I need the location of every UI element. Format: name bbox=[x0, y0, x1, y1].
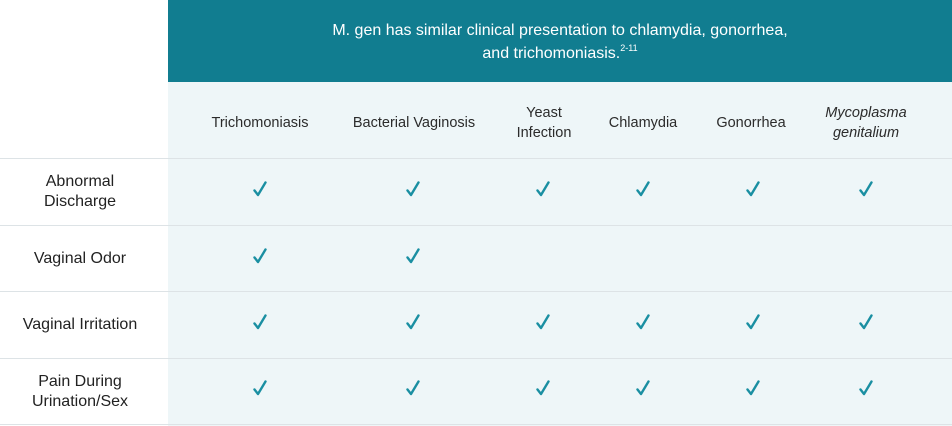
header-banner: M. gen has similar clinical presentation… bbox=[168, 0, 952, 82]
table-panel bbox=[168, 82, 952, 426]
checkmark-icon bbox=[406, 248, 420, 264]
divider-row-1 bbox=[0, 225, 952, 226]
column-header-gonorrhea: Gonorrhea bbox=[716, 115, 786, 131]
checkmark-icon bbox=[636, 314, 650, 330]
checkmark-icon bbox=[536, 380, 550, 396]
checkmark-icon bbox=[636, 181, 650, 197]
column-header-trichomoniasis: Trichomoniasis bbox=[211, 115, 309, 131]
checkmark-icon bbox=[636, 380, 650, 396]
divider-bottom bbox=[0, 424, 952, 425]
checkmark-icon bbox=[253, 380, 267, 396]
divider-header bbox=[0, 158, 952, 159]
divider-row-3 bbox=[0, 358, 952, 359]
checkmark-icon bbox=[406, 181, 420, 197]
checkmark-icon bbox=[859, 314, 873, 330]
checkmark-icon bbox=[746, 380, 760, 396]
row-label-abnormal-discharge: Abnormal Discharge bbox=[43, 173, 117, 210]
column-header-bacterial-vaginosis: Bacterial Vaginosis bbox=[352, 115, 476, 131]
divider-row-2 bbox=[0, 291, 952, 292]
banner-line-1: M. gen has similar clinical presentation… bbox=[332, 22, 788, 39]
checkmark-icon bbox=[253, 314, 267, 330]
checkmark-icon bbox=[859, 380, 873, 396]
checkmark-icon bbox=[536, 314, 550, 330]
checkmark-icon bbox=[746, 181, 760, 197]
banner-line-2: and trichomoniasis.2-11 bbox=[168, 42, 952, 65]
row-label-pain-during-urination-sex: Pain During Urination/Sex bbox=[31, 372, 129, 410]
checkmark-icon bbox=[406, 314, 420, 330]
row-label-vaginal-odor: Vaginal Odor bbox=[33, 249, 127, 267]
column-header-chlamydia: Chlamydia bbox=[608, 115, 678, 131]
checkmark-icon bbox=[859, 181, 873, 197]
checkmark-icon bbox=[253, 248, 267, 264]
checkmark-icon bbox=[406, 380, 420, 396]
checkmark-icon bbox=[746, 314, 760, 330]
row-label-vaginal-irritation: Vaginal Irritation bbox=[22, 316, 138, 333]
banner-line-2-text: and trichomoniasis. bbox=[482, 45, 621, 62]
reference-superscript: 2-11 bbox=[620, 43, 638, 53]
checkmark-icon bbox=[253, 181, 267, 197]
column-header-yeast-infection: Yeast Infection bbox=[516, 105, 572, 141]
checkmark-icon bbox=[536, 181, 550, 197]
column-header-mycoplasma-genitalium: Mycoplasma genitalium bbox=[825, 105, 907, 141]
